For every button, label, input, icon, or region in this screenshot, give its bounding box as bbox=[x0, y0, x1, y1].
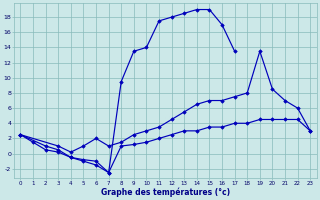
X-axis label: Graphe des températures (°c): Graphe des températures (°c) bbox=[101, 187, 230, 197]
